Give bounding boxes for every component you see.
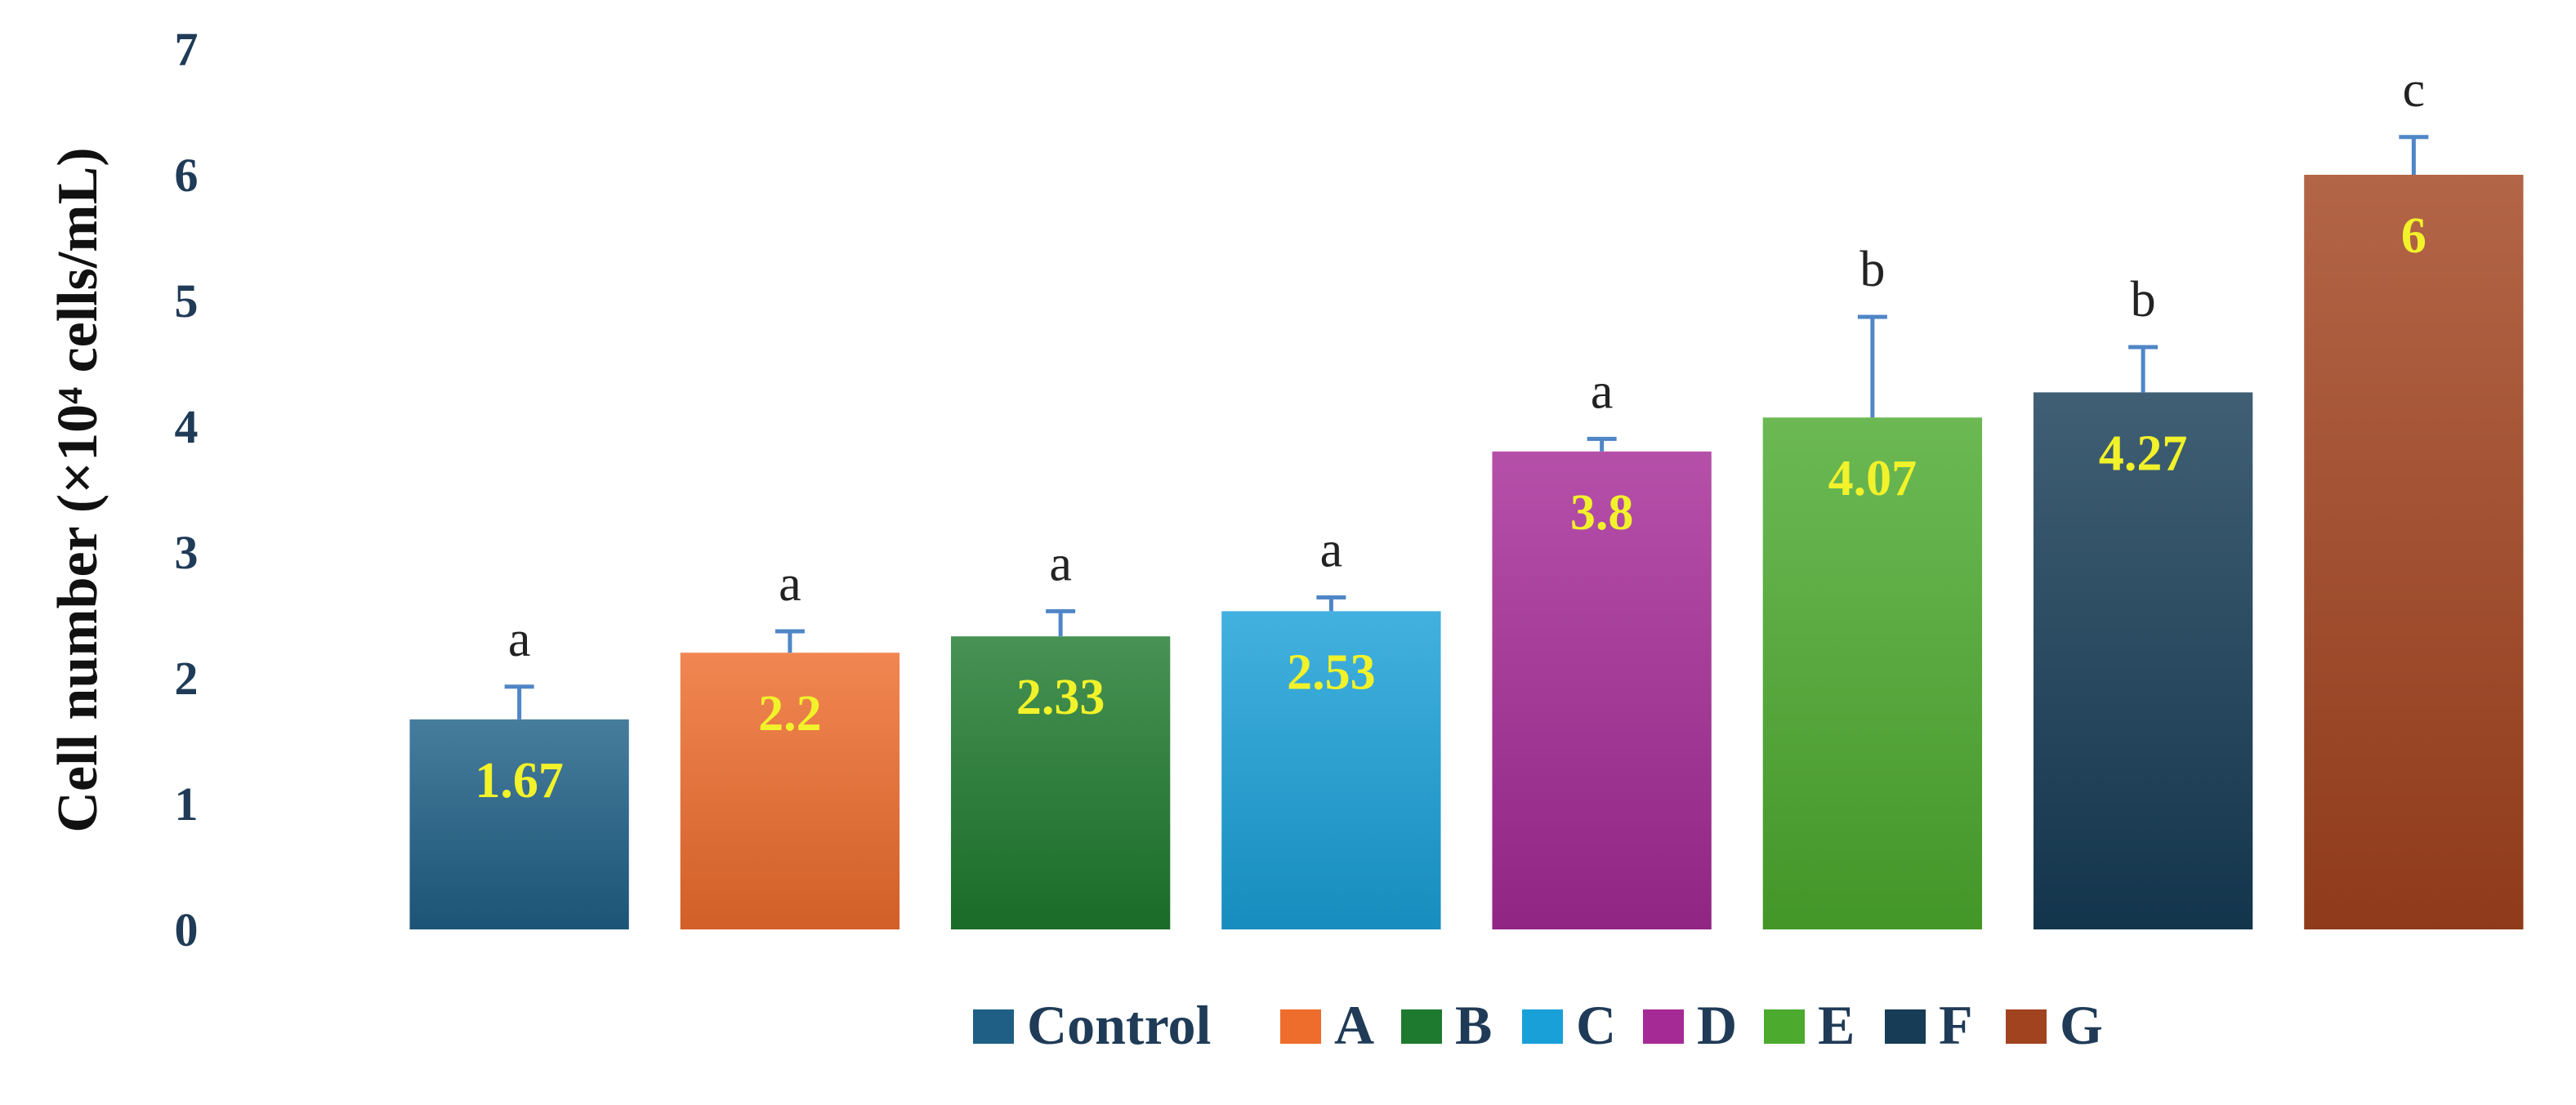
bar-group-a: 2.2 a xyxy=(680,556,900,929)
y-axis-label: Cell number (×10⁴ cells/mL) xyxy=(47,147,109,832)
bar-group-f: 4.27 b xyxy=(2033,272,2253,929)
legend-item-c: C xyxy=(1522,994,1616,1056)
legend-item-f: F xyxy=(1885,994,1973,1056)
legend-swatch xyxy=(2006,1009,2047,1044)
y-tick-label: 0 xyxy=(175,903,199,956)
legend-swatch xyxy=(1401,1009,1442,1044)
legend-item-e: E xyxy=(1764,994,1855,1056)
bar xyxy=(2304,175,2524,929)
significance-label: b xyxy=(1859,242,1885,297)
legend-item-g: G xyxy=(2006,994,2103,1056)
bar-group-control: 1.67 a xyxy=(409,612,629,929)
legend-label: D xyxy=(1697,994,1737,1056)
data-label: 2.53 xyxy=(1287,644,1376,700)
legend-label: G xyxy=(2060,994,2103,1056)
legend-label: F xyxy=(1939,994,1973,1056)
y-tick-label: 2 xyxy=(175,652,199,705)
significance-label: a xyxy=(1320,522,1343,577)
bar xyxy=(950,636,1171,929)
bar-group-d: 3.8 a xyxy=(1492,363,1712,929)
legend-item-b: B xyxy=(1401,994,1492,1056)
bar-group-e: 4.07 b xyxy=(1762,242,1983,930)
legend-label: B xyxy=(1455,994,1492,1056)
legend-swatch xyxy=(973,1009,1014,1044)
legend-swatch xyxy=(1643,1009,1684,1044)
y-tick-label: 7 xyxy=(175,23,199,76)
y-tick-label: 4 xyxy=(175,400,199,453)
bar-group-c: 2.53 a xyxy=(1221,522,1441,929)
bar xyxy=(2033,392,2253,929)
bar-group-g: 6c xyxy=(2304,62,2524,929)
legend: Control A B C D E F G xyxy=(973,994,2103,1056)
y-tick-label: 5 xyxy=(175,274,199,327)
legend-label: A xyxy=(1334,994,1374,1056)
legend-swatch xyxy=(1885,1009,1926,1044)
y-axis-ticks: 0 1 2 3 4 5 6 7 xyxy=(175,23,199,956)
legend-swatch xyxy=(1764,1009,1805,1044)
significance-label: c xyxy=(2403,62,2426,118)
legend-swatch xyxy=(1522,1009,1563,1044)
y-tick-label: 1 xyxy=(175,778,199,831)
significance-label: a xyxy=(1049,536,1072,591)
legend-swatch xyxy=(1280,1009,1321,1044)
y-tick-label: 3 xyxy=(175,526,199,579)
data-label: 6 xyxy=(2401,208,2426,264)
bar-group-b: 2.33 a xyxy=(950,536,1171,929)
legend-label: E xyxy=(1818,994,1855,1056)
legend-item-d: D xyxy=(1643,994,1737,1056)
significance-label: a xyxy=(508,612,531,667)
y-axis-label-group: Cell number (×10⁴ cells/mL) xyxy=(47,147,109,832)
data-label: 2.33 xyxy=(1016,670,1105,725)
bar xyxy=(1221,611,1441,929)
bar xyxy=(409,719,629,929)
data-label: 3.8 xyxy=(1570,485,1634,541)
data-label: 2.2 xyxy=(758,686,822,742)
legend-label: Control xyxy=(1027,994,1211,1056)
bar xyxy=(1762,417,1983,930)
data-label: 4.27 xyxy=(2099,426,2188,481)
legend-item-control: Control xyxy=(973,994,1211,1056)
significance-label: a xyxy=(1591,363,1614,419)
significance-label: b xyxy=(2131,272,2156,327)
y-tick-label: 6 xyxy=(175,149,199,202)
significance-label: a xyxy=(779,556,801,612)
data-label: 4.07 xyxy=(1828,451,1917,506)
bar xyxy=(680,653,900,929)
legend-item-a: A xyxy=(1280,994,1374,1056)
data-label: 1.67 xyxy=(475,753,564,809)
bar xyxy=(1492,451,1712,929)
legend-label: C xyxy=(1576,994,1616,1056)
